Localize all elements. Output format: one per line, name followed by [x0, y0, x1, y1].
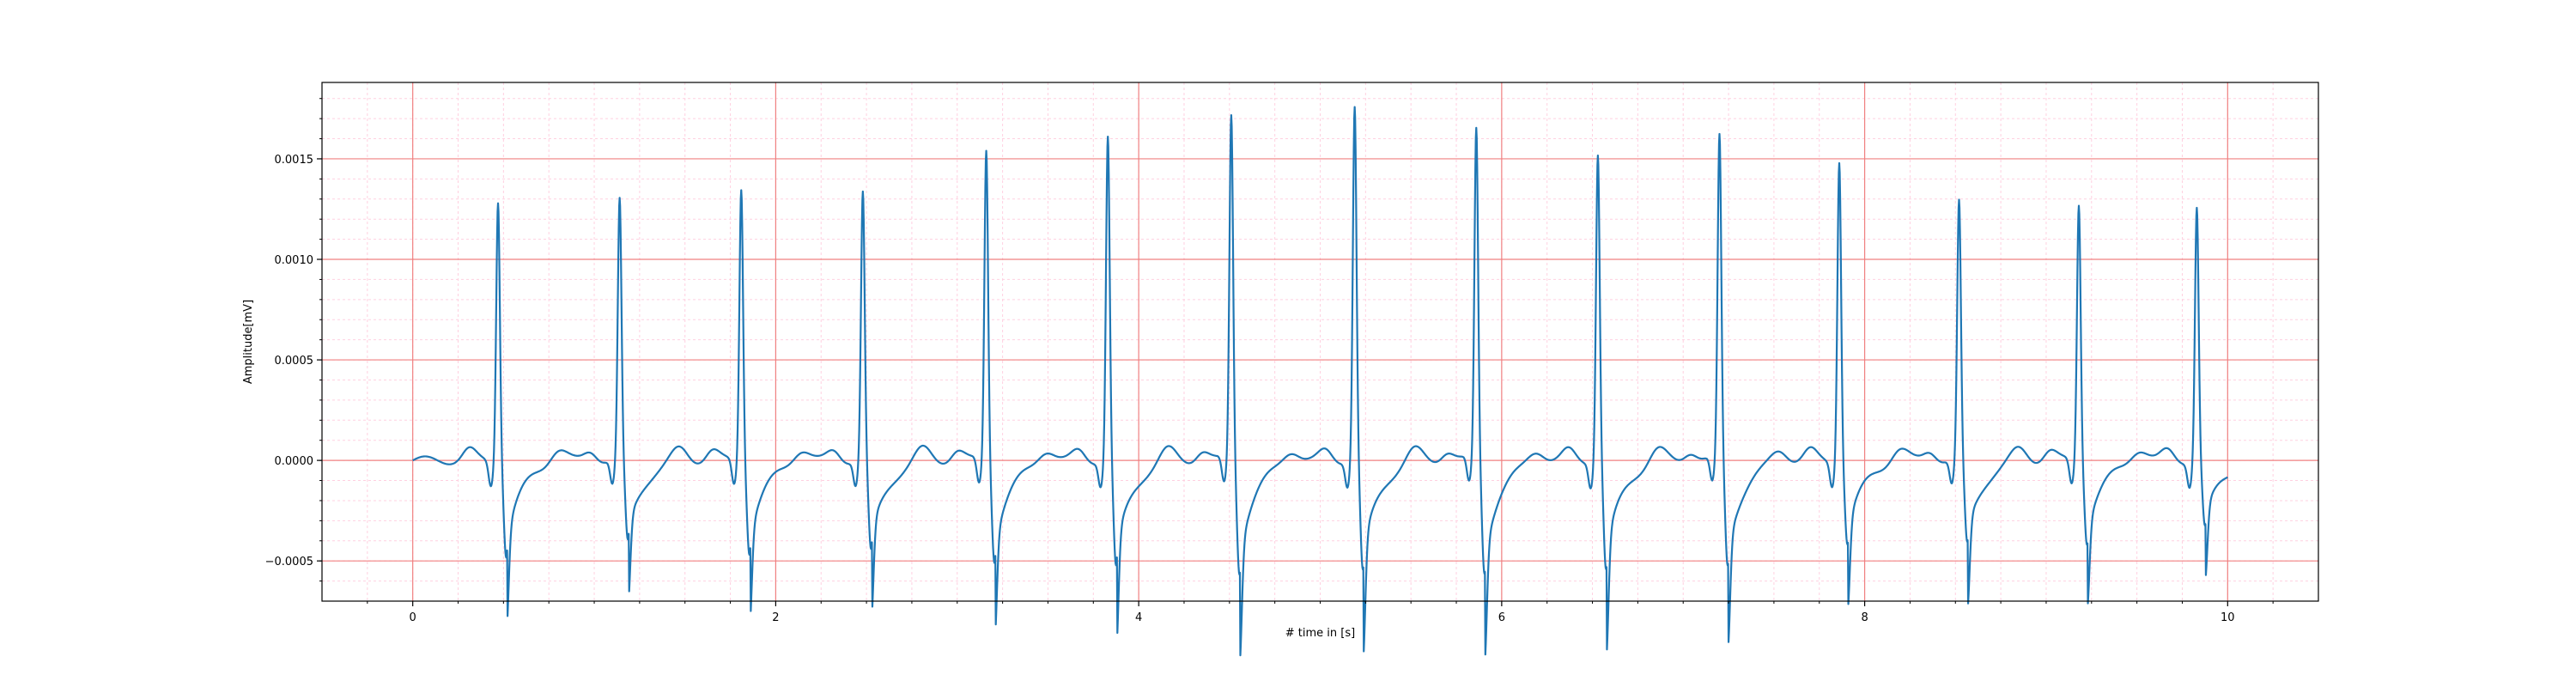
x-axis-label: # time in [s] [1285, 627, 1355, 640]
y-axis: −0.0005 0.0000 0.0005 0.0010 0.0015 [265, 98, 322, 582]
x-tick-label: 4 [1135, 611, 1142, 624]
y-tick-label: 0.0005 [275, 355, 314, 368]
y-tick-label: 0.0000 [275, 455, 314, 468]
x-tick-label: 0 [410, 611, 416, 624]
x-tick-label: 8 [1861, 611, 1868, 624]
major-grid [322, 82, 2318, 601]
minor-grid [322, 82, 2318, 601]
x-tick-label: 2 [772, 611, 779, 624]
x-tick-label: 10 [2221, 611, 2235, 624]
y-tick-label: −0.0005 [265, 556, 313, 568]
y-axis-label: Amplitude[mV] [242, 300, 255, 384]
ecg-series-line [412, 106, 2228, 657]
x-axis: 0 2 4 6 8 10 [367, 601, 2274, 624]
x-tick-label: 6 [1498, 611, 1505, 624]
y-tick-label: 0.0010 [275, 254, 314, 267]
y-tick-label: 0.0015 [275, 154, 314, 167]
